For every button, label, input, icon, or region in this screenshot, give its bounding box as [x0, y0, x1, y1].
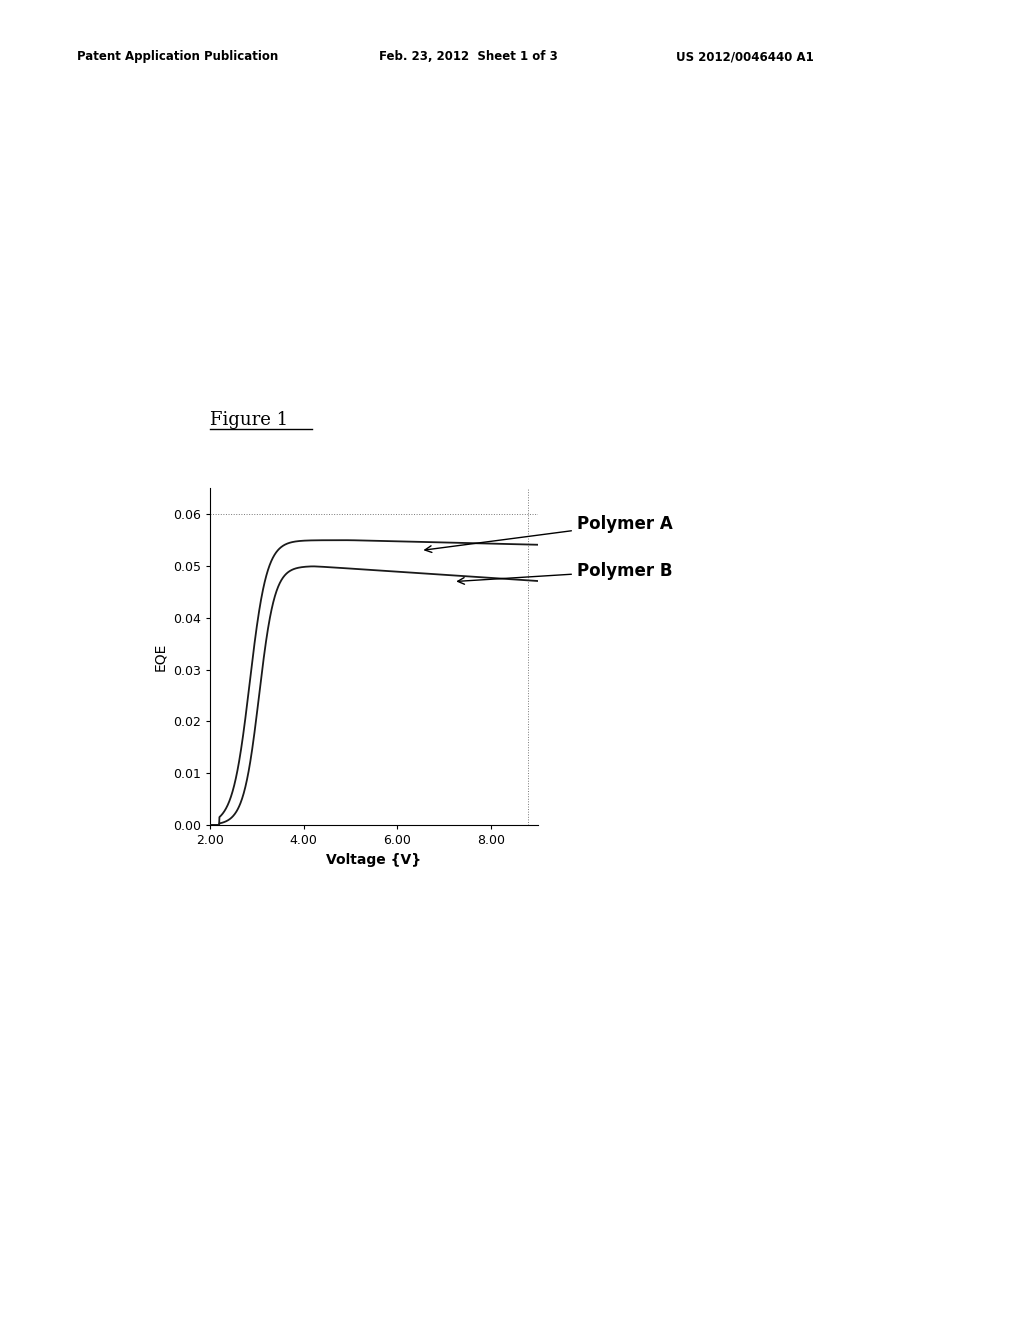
Text: Polymer A: Polymer A: [425, 515, 673, 552]
Text: Feb. 23, 2012  Sheet 1 of 3: Feb. 23, 2012 Sheet 1 of 3: [379, 50, 558, 63]
Text: Patent Application Publication: Patent Application Publication: [77, 50, 279, 63]
Y-axis label: EQE: EQE: [154, 643, 167, 671]
Text: US 2012/0046440 A1: US 2012/0046440 A1: [676, 50, 814, 63]
Text: Figure 1: Figure 1: [210, 411, 288, 429]
Text: Polymer B: Polymer B: [458, 562, 673, 585]
X-axis label: Voltage {V}: Voltage {V}: [327, 853, 421, 867]
